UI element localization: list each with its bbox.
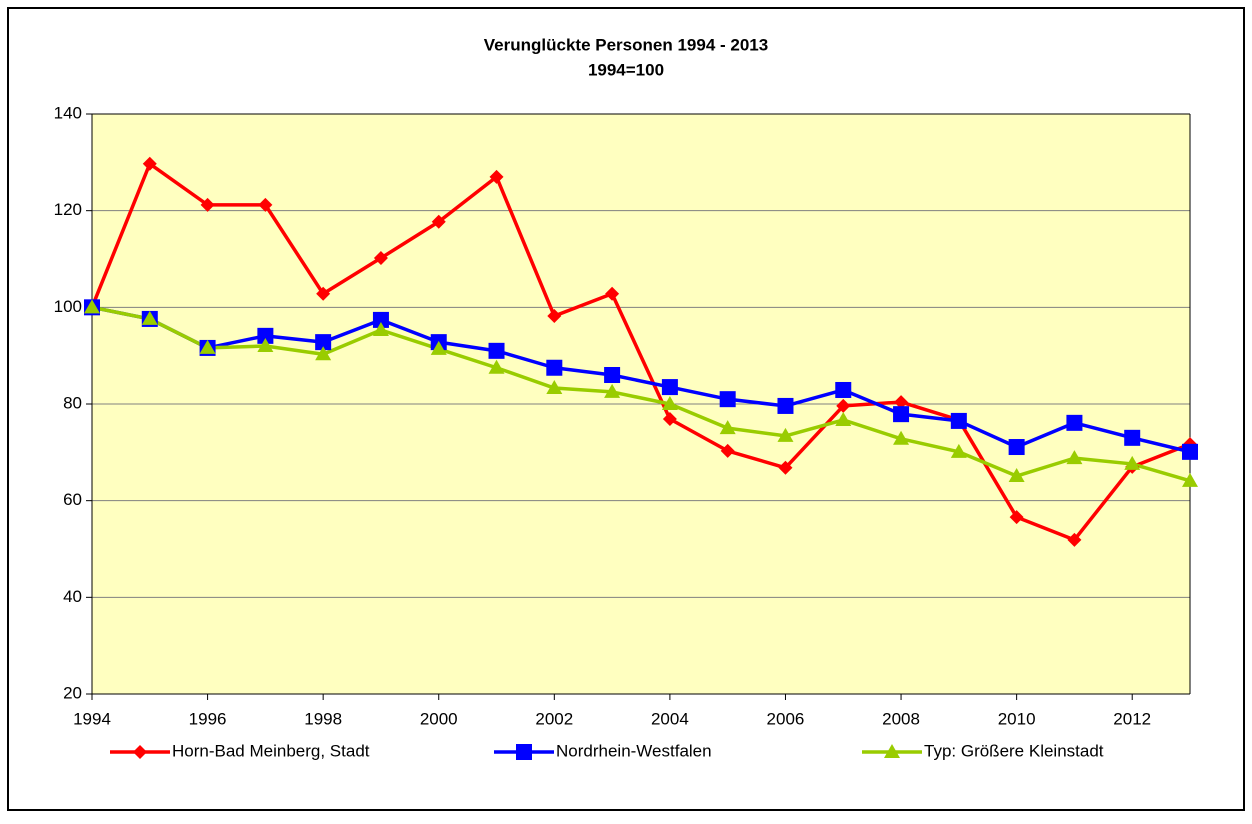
x-tick-label: 2000 [420, 709, 458, 728]
marker [1182, 472, 1198, 487]
marker [547, 309, 562, 324]
marker [315, 334, 332, 351]
series-line [91, 305, 1191, 454]
marker [719, 420, 736, 435]
marker [1124, 455, 1141, 470]
legend-label: Nordrhein-Westfalen [556, 741, 712, 760]
marker [546, 359, 563, 376]
x-tick-label: 1998 [304, 709, 342, 728]
x-tick-label: 2010 [998, 709, 1036, 728]
marker [257, 338, 274, 352]
marker [258, 197, 273, 212]
marker [719, 391, 736, 408]
marker [84, 299, 100, 314]
marker [950, 412, 967, 429]
y-tick-label: 140 [54, 103, 82, 122]
chart-title: Verunglückte Personen 1994 - 2013 [484, 35, 768, 54]
y-tick-label: 40 [63, 587, 82, 606]
marker [778, 460, 793, 475]
marker [1066, 414, 1083, 431]
marker [777, 397, 794, 414]
x-tick-label: 1996 [189, 709, 227, 728]
marker [142, 156, 157, 171]
marker [199, 339, 216, 354]
marker [661, 396, 678, 410]
series-line [90, 162, 1191, 542]
marker [488, 359, 505, 374]
x-tick-label: 1994 [73, 709, 111, 728]
marker [1067, 532, 1082, 547]
marker [1182, 443, 1198, 460]
marker [950, 443, 967, 458]
marker [546, 380, 563, 395]
marker [516, 744, 532, 760]
marker [1009, 510, 1024, 525]
x-tick-label: 2004 [651, 709, 689, 728]
marker [489, 169, 504, 184]
marker [835, 381, 852, 398]
marker [894, 395, 909, 410]
chart-subtitle: 1994=100 [588, 60, 664, 79]
x-tick-label: 2012 [1113, 709, 1151, 728]
marker [884, 744, 900, 758]
marker [1124, 429, 1141, 446]
marker [661, 379, 678, 396]
marker [662, 411, 677, 426]
marker [133, 745, 147, 759]
x-tick-label: 2006 [767, 709, 805, 728]
marker [373, 251, 388, 266]
y-tick-label: 120 [54, 200, 82, 219]
marker [777, 427, 794, 442]
legend-label: Horn-Bad Meinberg, Stadt [172, 741, 370, 760]
marker [836, 398, 851, 413]
marker [604, 383, 621, 398]
y-tick-label: 100 [54, 297, 82, 316]
marker [605, 286, 620, 301]
marker [1066, 450, 1083, 465]
y-tick-label: 20 [63, 683, 82, 702]
marker [604, 367, 621, 383]
marker [431, 214, 446, 229]
series-line [91, 305, 1191, 483]
marker [315, 346, 332, 361]
marker [257, 327, 274, 344]
marker [316, 286, 331, 301]
marker [372, 322, 389, 337]
y-tick-label: 80 [63, 393, 82, 412]
marker [488, 342, 505, 359]
marker [893, 406, 910, 423]
y-tick-label: 60 [63, 490, 82, 509]
marker [141, 310, 158, 325]
marker [720, 443, 735, 458]
marker [1008, 468, 1025, 483]
marker [372, 311, 389, 328]
marker [200, 197, 215, 212]
marker [893, 430, 910, 445]
x-tick-label: 2002 [535, 709, 573, 728]
marker [835, 411, 852, 426]
legend-label: Typ: Größere Kleinstadt [924, 741, 1104, 760]
marker [1008, 439, 1025, 456]
marker [430, 340, 447, 355]
x-tick-label: 2008 [882, 709, 920, 728]
